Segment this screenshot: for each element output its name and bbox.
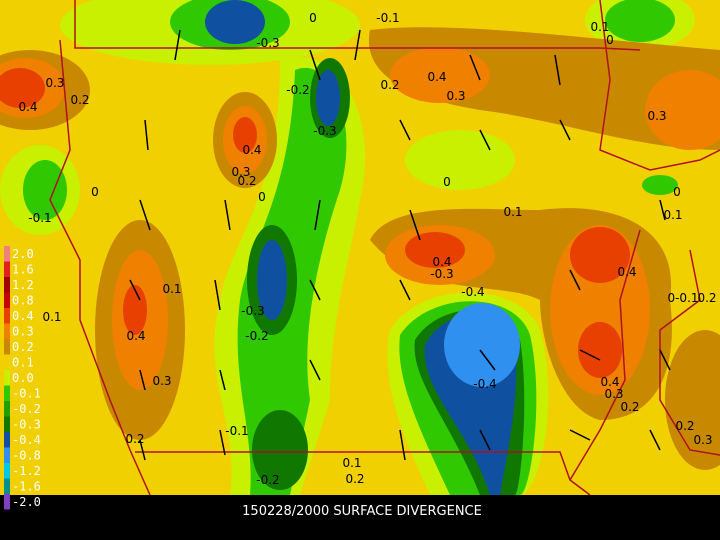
legend-swatch [4, 463, 10, 479]
legend-swatch [4, 261, 10, 277]
legend-swatch [4, 339, 10, 355]
legend-label: -0.1 [12, 387, 41, 401]
contour-label: 0.4 [432, 255, 451, 269]
contour-label: 0 [673, 185, 681, 199]
legend-label: -1.6 [12, 480, 41, 494]
contour-label: 0.1 [342, 456, 361, 470]
contour-label: 0 [606, 33, 614, 47]
contour-label: 0.4 [126, 329, 145, 343]
contour-label: 0.1 [503, 205, 522, 219]
legend-label: -1.2 [12, 464, 41, 478]
contour-label: 0.3 [231, 165, 250, 179]
legend-label: 0.3 [12, 325, 34, 339]
legend-label: 0.2 [12, 340, 34, 354]
contour-labels: 0.30.4 0.2-0.30 -0.10.100.20.40.3-0.2-0.30… [18, 11, 716, 487]
legend-label: -0.3 [12, 418, 41, 432]
contour-label: 0.3 [446, 89, 465, 103]
field [0, 0, 720, 496]
legend-swatch [4, 478, 10, 494]
legend-swatch [4, 323, 10, 339]
contour-label: 0 [91, 185, 99, 199]
contour-label: -0.4 [461, 285, 484, 299]
legend-swatch [4, 354, 10, 370]
legend: 2.01.61.20.80.40.30.20.10.0-0.1-0.2-0.3-… [4, 246, 41, 510]
contour-label: 0.1 [162, 282, 181, 296]
legend-swatch [4, 246, 10, 262]
contour-label: 0.1 [42, 310, 61, 324]
legend-swatch [4, 292, 10, 308]
legend-swatch [4, 416, 10, 432]
legend-label: -0.2 [12, 402, 41, 416]
contour-label: 0.2 [697, 291, 716, 305]
legend-label: 1.6 [12, 263, 34, 277]
legend-label: -0.4 [12, 433, 41, 447]
contour-label: 0.3 [693, 433, 712, 447]
contour-label: -0.2 [245, 329, 268, 343]
legend-label: 0.1 [12, 356, 34, 370]
legend-label: -0.8 [12, 449, 41, 463]
contour-label: 0.3 [604, 387, 623, 401]
caption: 150228/2000 SURFACE DIVERGENCE [242, 504, 482, 519]
legend-label: 0.0 [12, 371, 34, 385]
contour-label: 0-0.1 [667, 291, 698, 305]
contour-label: 0 [258, 190, 266, 204]
contour-label: 0.3 [45, 76, 64, 90]
contour-label: 0.2 [345, 472, 364, 486]
contour-label: -0.1 [225, 424, 248, 438]
contour-label: 0.2 [125, 432, 144, 446]
legend-swatch [4, 401, 10, 417]
borders [49, 0, 720, 496]
contour-label: 0.4 [242, 143, 261, 157]
contour-label: -0.1 [28, 211, 51, 225]
contour-label: 0 [443, 175, 451, 189]
legend-label: 0.8 [12, 294, 34, 308]
legend-swatch [4, 432, 10, 448]
contour-label: -0.2 [256, 473, 279, 487]
contour-label: 0.4 [18, 100, 37, 114]
contour-label: -0.3 [241, 304, 264, 318]
contour-label: -0.1 [376, 11, 399, 25]
legend-swatch [4, 277, 10, 293]
contour-label: 0.2 [237, 174, 256, 188]
legend-swatch [4, 385, 10, 401]
legend-swatch [4, 494, 10, 510]
contour-label: 0 [309, 11, 317, 25]
contour-label: -0.3 [256, 36, 279, 50]
legend-label: 1.2 [12, 278, 34, 292]
contour-label: 0.2 [620, 400, 639, 414]
wind-barbs [129, 29, 671, 461]
legend-label: -2.0 [12, 495, 41, 509]
legend-label: 0.4 [12, 309, 34, 323]
contour-label: 0.3 [152, 374, 171, 388]
legend-label: 2.0 [12, 247, 34, 261]
contour-label: 0.1 [663, 208, 682, 222]
legend-swatch [4, 308, 10, 324]
contour-label: -0.3 [313, 124, 336, 138]
contour-label: 0.2 [380, 78, 399, 92]
legend-swatch [4, 447, 10, 463]
contour-label: -0.3 [430, 267, 453, 281]
contour-label: -0.4 [473, 377, 496, 391]
contour-label: 0.4 [600, 375, 619, 389]
contour-label: 0.1 [590, 20, 609, 34]
contour-label: -0.2 [286, 83, 309, 97]
legend-swatch [4, 370, 10, 386]
contour-label: 0.4 [617, 265, 636, 279]
contour-label: 0.4 [427, 70, 446, 84]
contour-label: 0.2 [675, 419, 694, 433]
contour-label: 0.2 [70, 93, 89, 107]
contour-label: 0.3 [647, 109, 666, 123]
